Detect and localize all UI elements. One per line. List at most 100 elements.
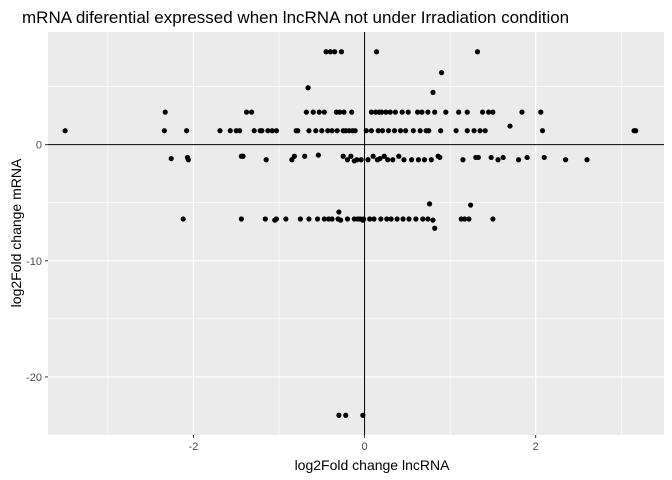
data-point: [373, 49, 380, 55]
data-point: [368, 109, 374, 115]
data-point: [405, 109, 411, 115]
data-point: [302, 153, 308, 159]
data-point: [468, 202, 474, 208]
data-point: [329, 216, 335, 222]
data-point: [263, 157, 269, 163]
data-point: [319, 128, 325, 134]
data-point: [415, 109, 421, 115]
data-point: [249, 109, 255, 115]
data-point: [303, 109, 309, 115]
data-point: [240, 153, 246, 159]
data-point: [325, 128, 331, 134]
data-point: [464, 128, 470, 134]
data-point: [399, 109, 405, 115]
data-point: [385, 157, 391, 163]
data-point: [315, 152, 321, 158]
data-point: [227, 128, 233, 134]
data-point: [310, 109, 316, 115]
data-point: [490, 109, 496, 115]
data-point: [387, 109, 393, 115]
data-point: [563, 157, 569, 163]
data-point: [340, 153, 346, 159]
data-point: [370, 153, 376, 159]
data-point: [381, 153, 387, 159]
data-point: [349, 109, 355, 115]
data-point: [329, 128, 335, 134]
data-point: [262, 216, 268, 222]
data-point: [464, 109, 470, 115]
data-point: [336, 209, 342, 215]
data-point: [352, 128, 358, 134]
data-point: [388, 216, 394, 222]
data-point: [384, 216, 390, 222]
data-point: [306, 216, 312, 222]
data-point: [367, 216, 373, 222]
data-point: [403, 128, 409, 134]
data-point: [425, 109, 431, 115]
y-tick-label: -20: [26, 372, 42, 384]
chart-title: mRNA diferential expressed when lncRNA n…: [22, 8, 569, 27]
data-point: [406, 216, 412, 222]
data-point: [410, 128, 416, 134]
data-point: [321, 216, 327, 222]
data-point: [524, 154, 530, 161]
y-tick-label: 0: [36, 140, 42, 152]
data-point: [291, 153, 297, 159]
data-point: [365, 157, 371, 163]
data-point: [415, 157, 422, 163]
data-point: [348, 153, 354, 159]
data-point: [338, 217, 344, 223]
data-point: [375, 128, 381, 134]
data-point: [314, 216, 321, 222]
data-point: [400, 216, 406, 222]
data-point: [361, 216, 367, 222]
data-point: [466, 216, 472, 222]
data-point: [430, 89, 436, 95]
data-point: [539, 128, 546, 134]
data-point: [419, 109, 425, 115]
data-point: [490, 216, 496, 222]
data-point: [462, 216, 468, 222]
data-point: [273, 128, 280, 134]
data-point: [392, 109, 398, 115]
data-point: [305, 85, 311, 91]
data-point: [495, 157, 501, 163]
data-point: [425, 216, 431, 222]
data-point: [358, 157, 364, 163]
data-point: [477, 128, 483, 134]
data-points: [62, 49, 639, 418]
data-point: [259, 128, 265, 134]
data-point: [482, 128, 488, 134]
data-point: [338, 49, 345, 55]
data-point: [474, 49, 481, 55]
data-point: [283, 216, 289, 222]
data-point: [243, 109, 250, 115]
data-point: [541, 154, 547, 161]
data-point: [306, 128, 312, 134]
data-point: [428, 157, 434, 163]
data-point: [426, 201, 433, 207]
data-point: [500, 154, 506, 161]
data-point: [584, 157, 590, 163]
data-point: [378, 216, 384, 222]
data-point: [488, 154, 494, 161]
x-axis-title: log2Fold change lncRNA: [295, 457, 451, 473]
y-axis-ticks: -20 -10 0: [26, 140, 48, 384]
data-point: [507, 123, 513, 129]
data-point: [337, 109, 343, 115]
data-point: [390, 157, 396, 163]
data-point: [486, 109, 492, 115]
data-point: [391, 128, 398, 134]
data-point: [417, 128, 423, 134]
data-point: [413, 216, 419, 222]
data-point: [161, 128, 167, 134]
data-point: [515, 157, 522, 163]
data-point: [383, 109, 389, 115]
data-point: [341, 109, 347, 115]
data-point: [456, 109, 462, 115]
data-point: [471, 128, 477, 134]
data-point: [368, 128, 374, 134]
data-point: [321, 109, 327, 115]
data-point: [396, 153, 402, 159]
